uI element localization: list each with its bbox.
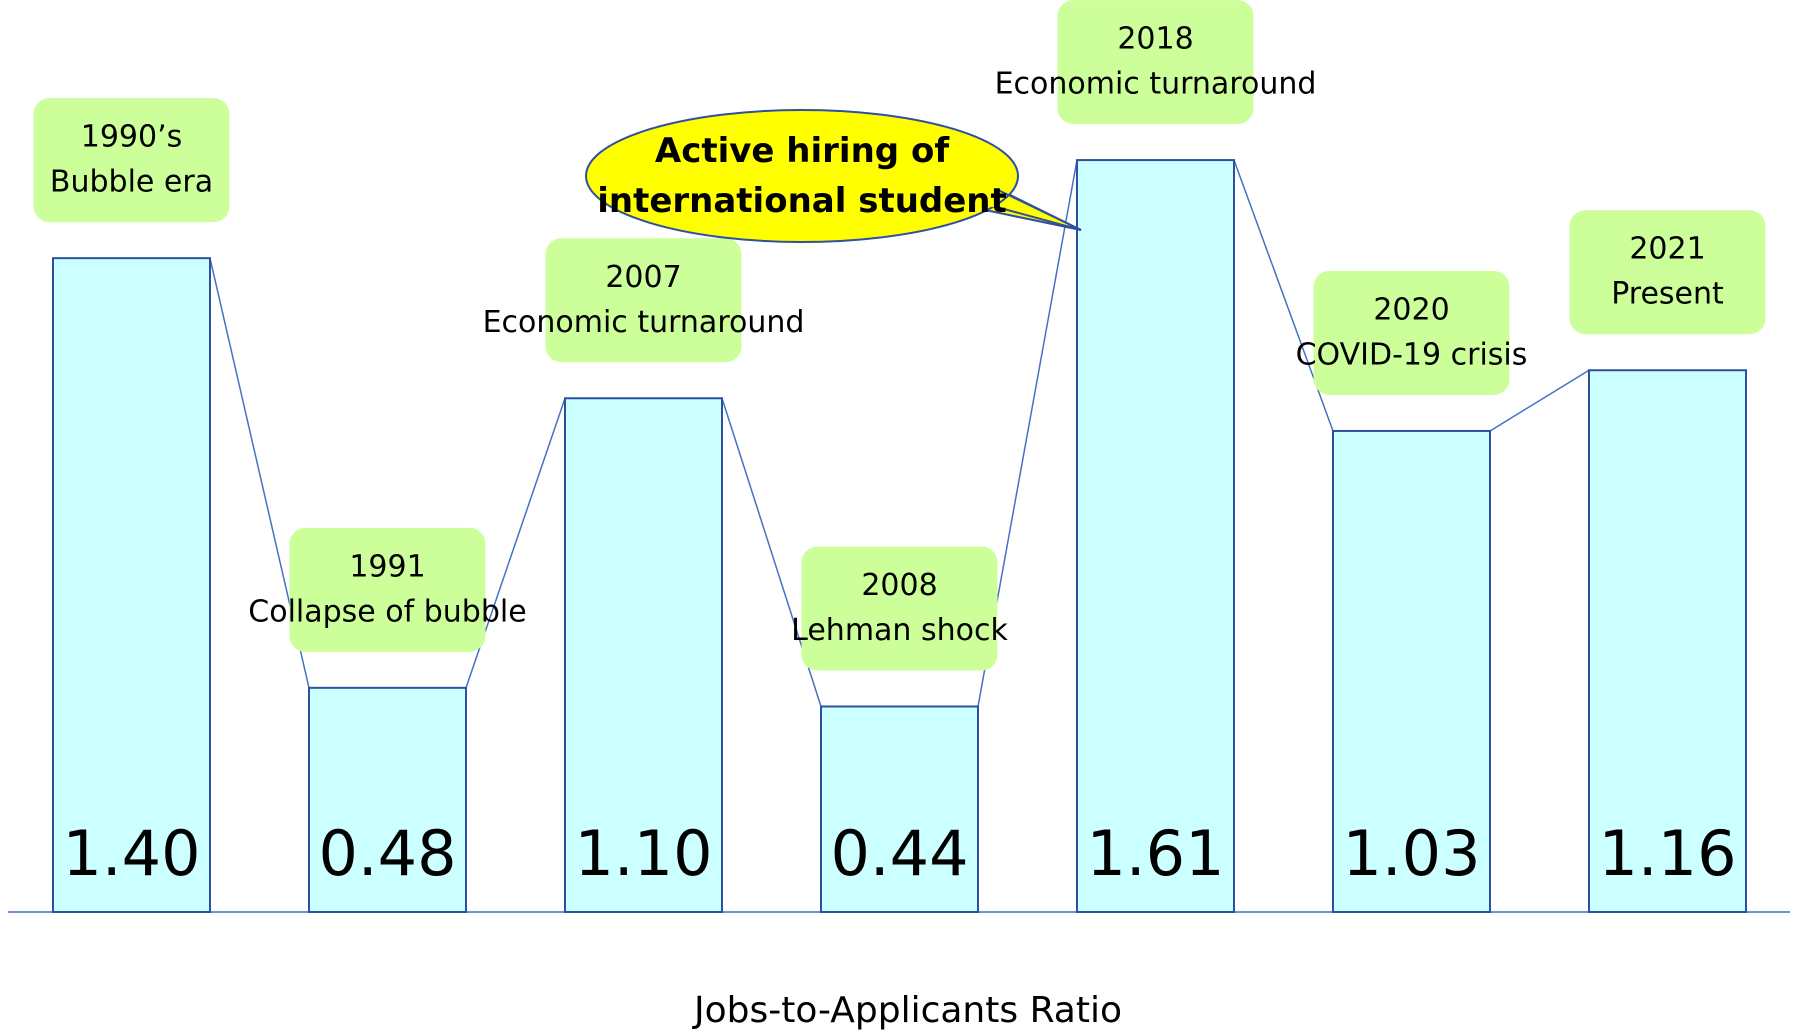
bar xyxy=(564,397,723,913)
event-label: Economic turnaround xyxy=(483,305,805,340)
value-label: 0.44 xyxy=(830,817,968,890)
value-label: 1.10 xyxy=(574,817,712,890)
category-label: 2007 xyxy=(605,260,681,295)
event-label: Economic turnaround xyxy=(995,67,1317,102)
callout-join xyxy=(992,189,1082,231)
label-box xyxy=(1057,0,1254,125)
event-label: Present xyxy=(1611,277,1724,312)
event-label: Lehman shock xyxy=(791,613,1008,648)
callout-text: Active hiring of international student xyxy=(597,131,1007,221)
value-label: 1.16 xyxy=(1598,817,1736,890)
category-label: 2018 xyxy=(1117,22,1193,57)
callout-cover xyxy=(980,189,998,207)
category-label: 2008 xyxy=(861,568,937,603)
value-label: 1.61 xyxy=(1086,817,1224,890)
label-box xyxy=(545,238,742,363)
bar xyxy=(820,705,979,914)
bar xyxy=(1076,159,1235,913)
callout-box: Active hiring of international student xyxy=(597,131,1007,221)
event-label: COVID-19 crisis xyxy=(1296,337,1528,372)
callout-bubble xyxy=(585,109,1019,243)
category-label: 1990’s xyxy=(81,120,183,155)
label-box xyxy=(1313,270,1510,395)
event-label: Collapse of bubble xyxy=(248,594,526,629)
value-label: 1.40 xyxy=(62,817,200,890)
label-box xyxy=(289,527,486,652)
label-box xyxy=(33,98,230,223)
x-axis-label: Jobs-to-Applicants Ratio xyxy=(692,990,1122,1031)
category-label: 1991 xyxy=(349,549,425,584)
bar xyxy=(1588,369,1747,913)
bar xyxy=(52,257,211,913)
value-label: 1.03 xyxy=(1342,817,1480,890)
bar xyxy=(1332,429,1491,913)
value-label: 0.48 xyxy=(318,817,456,890)
event-label: Bubble era xyxy=(50,165,213,200)
category-label: 2020 xyxy=(1373,292,1449,327)
label-box xyxy=(801,546,998,671)
label-box xyxy=(1569,210,1766,335)
connector xyxy=(1489,369,1590,432)
bar xyxy=(308,686,467,913)
category-label: 2021 xyxy=(1629,232,1705,267)
